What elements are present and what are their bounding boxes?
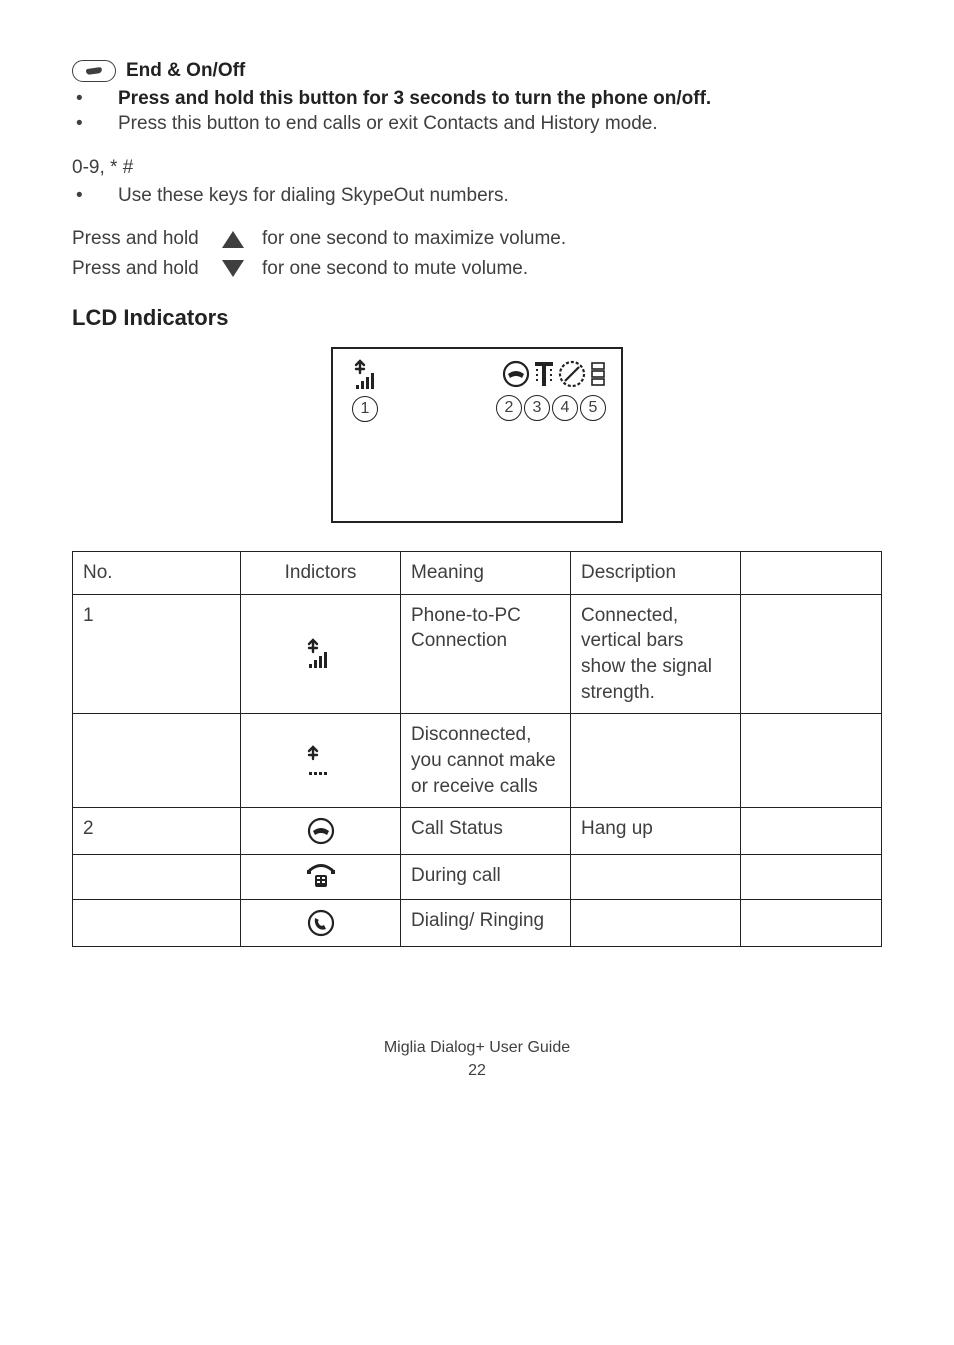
end-line2: Press this button to end calls or exit C… [118, 111, 658, 137]
lcd-status-icons [501, 359, 607, 389]
bullet: • [72, 86, 118, 112]
end-onoff-list: • Press and hold this button for 3 secon… [72, 86, 882, 137]
cell-icon [241, 900, 401, 947]
press-hold-label: Press and hold [72, 256, 204, 282]
triangle-up-icon [222, 231, 244, 248]
press-hold-down-row: Press and hold for one second to mute vo… [72, 256, 882, 282]
cell-no [73, 855, 241, 900]
digits-line: Use these keys for dialing SkypeOut numb… [118, 183, 509, 209]
end-key-icon [72, 60, 116, 82]
end-onoff-header: End & On/Off [72, 58, 882, 84]
lcd-circled-row: 2 3 4 5 [495, 395, 607, 421]
cell-empty [741, 808, 882, 855]
lcd-signal-icon [351, 359, 385, 391]
cell-no [73, 900, 241, 947]
cell-icon [241, 808, 401, 855]
cell-no: 1 [73, 594, 241, 714]
cell-empty [741, 714, 882, 808]
cell-no [73, 714, 241, 808]
circled-number: 2 [496, 395, 522, 421]
cell-empty [741, 855, 882, 900]
timer-icon [533, 359, 555, 389]
cell-meaning: Disconnected, you cannot make or receive… [401, 714, 571, 808]
th-description: Description [571, 552, 741, 595]
circled-number: 4 [552, 395, 578, 421]
circled-number: 5 [580, 395, 606, 421]
indicators-table: No. Indictors Meaning Description 1 Phon… [72, 551, 882, 947]
end-onoff-title: End & On/Off [126, 58, 245, 84]
cell-empty [741, 594, 882, 714]
table-row: 2 Call Status Hang up [73, 808, 882, 855]
lcd-indicators-heading: LCD Indicators [72, 303, 882, 333]
press-hold-up-row: Press and hold for one second to maximiz… [72, 226, 882, 252]
cell-meaning: Phone-to-PC Connection [401, 594, 571, 714]
battery-icon [589, 359, 607, 389]
footer-title: Miglia Dialog+ User Guide [72, 1037, 882, 1059]
hangup-icon [306, 816, 336, 846]
footer-page: 22 [72, 1060, 882, 1082]
press-hold-up-text: for one second to maximize volume. [262, 226, 566, 252]
cell-icon [241, 855, 401, 900]
hangup-icon [501, 359, 531, 389]
cell-meaning: Call Status [401, 808, 571, 855]
cell-icon [241, 594, 401, 714]
lcd-circled-1: 1 [351, 395, 379, 422]
list-item: • Press and hold this button for 3 secon… [72, 86, 882, 112]
signal-full-icon [304, 638, 338, 670]
cell-desc [571, 900, 741, 947]
th-meaning: Meaning [401, 552, 571, 595]
signal-none-icon [304, 745, 338, 777]
cell-no: 2 [73, 808, 241, 855]
list-item: • Press this button to end calls or exit… [72, 111, 882, 137]
cell-meaning: Dialing/ Ringing [401, 900, 571, 947]
end-line1: Press and hold this button for 3 seconds… [118, 86, 711, 112]
bullet: • [72, 183, 118, 209]
table-row: Disconnected, you cannot make or receive… [73, 714, 882, 808]
cell-icon [241, 714, 401, 808]
th-empty [741, 552, 882, 595]
during-call-icon [304, 863, 338, 891]
digits-list: • Use these keys for dialing SkypeOut nu… [72, 183, 882, 209]
bullet: • [72, 111, 118, 137]
press-hold-label: Press and hold [72, 226, 204, 252]
cell-empty [741, 900, 882, 947]
cell-meaning: During call [401, 855, 571, 900]
cell-desc: Connected, vertical bars show the signal… [571, 594, 741, 714]
triangle-down-icon [222, 260, 244, 277]
th-no: No. [73, 552, 241, 595]
cell-desc [571, 855, 741, 900]
table-header-row: No. Indictors Meaning Description [73, 552, 882, 595]
no-sound-icon [557, 359, 587, 389]
table-row: 1 Phone-to-PC Connection Connected, vert… [73, 594, 882, 714]
cell-desc: Hang up [571, 808, 741, 855]
digits-head: 0-9, * # [72, 155, 882, 181]
circled-number: 3 [524, 395, 550, 421]
th-indictors: Indictors [241, 552, 401, 595]
dialing-icon [306, 908, 336, 938]
press-hold-down-text: for one second to mute volume. [262, 256, 528, 282]
cell-desc [571, 714, 741, 808]
table-row: Dialing/ Ringing [73, 900, 882, 947]
circled-number: 1 [352, 396, 378, 422]
list-item: • Use these keys for dialing SkypeOut nu… [72, 183, 882, 209]
page-footer: Miglia Dialog+ User Guide 22 [72, 1037, 882, 1082]
lcd-display-box: 1 2 3 4 5 [331, 347, 623, 523]
table-row: During call [73, 855, 882, 900]
